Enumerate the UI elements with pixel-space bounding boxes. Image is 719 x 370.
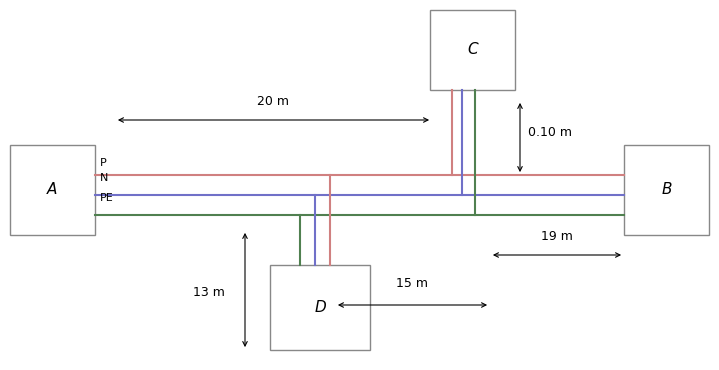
Text: B: B	[661, 182, 672, 198]
Text: A: A	[47, 182, 58, 198]
Text: N: N	[100, 173, 109, 183]
Text: C: C	[467, 43, 478, 57]
Bar	[10, 145, 95, 235]
Text: 0.10 m: 0.10 m	[528, 127, 572, 139]
Text: D: D	[314, 300, 326, 315]
Text: P: P	[100, 158, 106, 168]
Text: 15 m: 15 m	[396, 277, 428, 290]
Text: 19 m: 19 m	[541, 230, 573, 243]
Bar	[624, 145, 709, 235]
Text: PE: PE	[100, 193, 114, 203]
Text: 13 m: 13 m	[193, 286, 225, 299]
Bar	[270, 265, 370, 350]
Text: 20 m: 20 m	[257, 95, 289, 108]
Bar	[430, 10, 515, 90]
